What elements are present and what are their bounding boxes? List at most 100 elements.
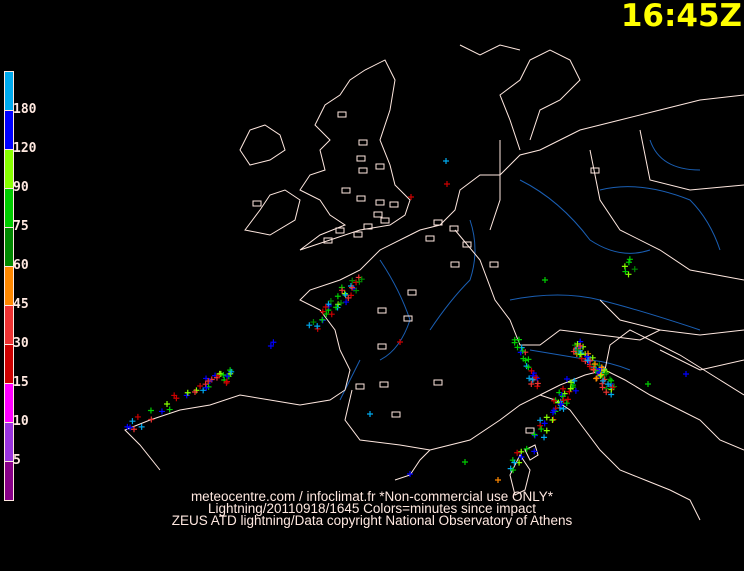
legend-swatch bbox=[5, 149, 13, 188]
lightning-strike bbox=[349, 277, 356, 284]
lightning-strike bbox=[598, 364, 605, 371]
footer-credits: meteocentre.com / infoclimat.fr *Non-com… bbox=[190, 489, 554, 504]
lightning-strike bbox=[534, 380, 541, 387]
lightning-strike bbox=[567, 385, 574, 392]
city-marker bbox=[379, 381, 389, 388]
lightning-strike bbox=[541, 434, 548, 441]
lightning-strike bbox=[537, 417, 544, 424]
lightning-strike bbox=[444, 181, 450, 187]
lightning-strike bbox=[345, 294, 352, 301]
lightning-strike bbox=[593, 375, 600, 382]
city-marker bbox=[363, 223, 373, 230]
lightning-strike bbox=[586, 363, 593, 370]
legend-swatch bbox=[5, 305, 13, 344]
legend-label: 30 bbox=[13, 336, 29, 351]
lightning-strike bbox=[171, 392, 178, 399]
lightning-strike bbox=[518, 454, 525, 461]
lightning-strike bbox=[223, 379, 230, 386]
lightning-strike bbox=[525, 356, 532, 363]
lightning-strike bbox=[518, 448, 525, 455]
lightning-strike bbox=[609, 384, 616, 391]
city-marker bbox=[335, 227, 345, 234]
lightning-strike bbox=[127, 424, 134, 431]
lightning-strike bbox=[349, 284, 356, 291]
lightning-strike bbox=[270, 339, 277, 346]
city-marker bbox=[389, 201, 399, 208]
lightning-strike bbox=[334, 293, 341, 300]
lightning-strike bbox=[549, 416, 556, 423]
lightning-strike bbox=[525, 364, 532, 371]
lightning-strike bbox=[622, 268, 629, 275]
rivers bbox=[339, 139, 721, 401]
lightning-strike bbox=[625, 271, 632, 278]
legend-label: 10 bbox=[13, 414, 29, 429]
lightning-strike bbox=[564, 396, 571, 403]
lightning-strike bbox=[191, 388, 198, 395]
time-label: 16:45Z bbox=[620, 0, 742, 34]
lightning-strike bbox=[531, 431, 538, 438]
lightning-strike bbox=[543, 414, 550, 421]
city-marker bbox=[356, 155, 366, 162]
city-marker bbox=[489, 261, 499, 268]
lightning-strike bbox=[134, 413, 141, 420]
lightning-strike bbox=[683, 371, 689, 377]
city-marker bbox=[590, 167, 600, 174]
lightning-strike bbox=[578, 355, 585, 362]
legend-swatch bbox=[5, 110, 13, 149]
city-marker bbox=[375, 163, 385, 170]
lightning-strike bbox=[443, 158, 449, 164]
city-marker bbox=[450, 261, 460, 268]
lightning-strike bbox=[147, 407, 154, 414]
lightning-strike bbox=[200, 387, 207, 394]
lightning-strike bbox=[306, 322, 313, 329]
lightning-strike bbox=[568, 379, 575, 386]
lightning-strike bbox=[356, 278, 363, 285]
legend-label: 15 bbox=[13, 375, 29, 390]
lightning-strike bbox=[510, 467, 517, 474]
lightning-strike bbox=[537, 422, 544, 429]
lightning-strike bbox=[327, 297, 334, 304]
lightning-strike bbox=[583, 353, 590, 360]
lightning-strike bbox=[585, 350, 592, 357]
lightning-strike bbox=[319, 308, 326, 315]
lightning-strike bbox=[310, 319, 317, 326]
lightning-strike bbox=[543, 427, 550, 434]
lightning-strike bbox=[323, 311, 330, 318]
lightning-strike bbox=[538, 426, 545, 433]
city-marker bbox=[355, 383, 365, 390]
lightning-strike bbox=[563, 375, 570, 382]
lightning-strike bbox=[322, 304, 329, 311]
lightning-strike bbox=[621, 263, 628, 270]
city-marker bbox=[525, 427, 535, 434]
lightning-strike bbox=[197, 383, 204, 390]
legend-label: 120 bbox=[13, 141, 37, 156]
lightning-strike bbox=[598, 371, 605, 378]
lightning-strike bbox=[124, 423, 131, 430]
lightning-strike bbox=[220, 371, 227, 378]
lightning-strike bbox=[514, 344, 521, 351]
city-marker bbox=[252, 200, 262, 207]
lightning-strike bbox=[408, 194, 414, 200]
city-marker bbox=[323, 237, 333, 244]
lightning-strike bbox=[560, 385, 567, 392]
lightning-strike bbox=[314, 323, 321, 330]
city-marker bbox=[391, 411, 401, 418]
legend-label: 180 bbox=[13, 102, 37, 117]
lightning-strike bbox=[592, 361, 599, 368]
lightning-strike bbox=[129, 418, 136, 425]
lightning-strike bbox=[224, 373, 231, 380]
lightning-strike bbox=[202, 381, 209, 388]
legend-swatch bbox=[5, 422, 13, 461]
lightning-strike bbox=[528, 381, 535, 388]
lightning-strike bbox=[590, 366, 597, 373]
lightning-strike bbox=[574, 340, 581, 347]
lightning-strike bbox=[584, 357, 591, 364]
city-marker bbox=[373, 211, 383, 218]
legend-swatch bbox=[5, 227, 13, 266]
lightning-strike bbox=[631, 266, 638, 273]
legend-label: 60 bbox=[13, 258, 29, 273]
lightning-strike bbox=[338, 299, 345, 306]
legend-label: 90 bbox=[13, 180, 29, 195]
